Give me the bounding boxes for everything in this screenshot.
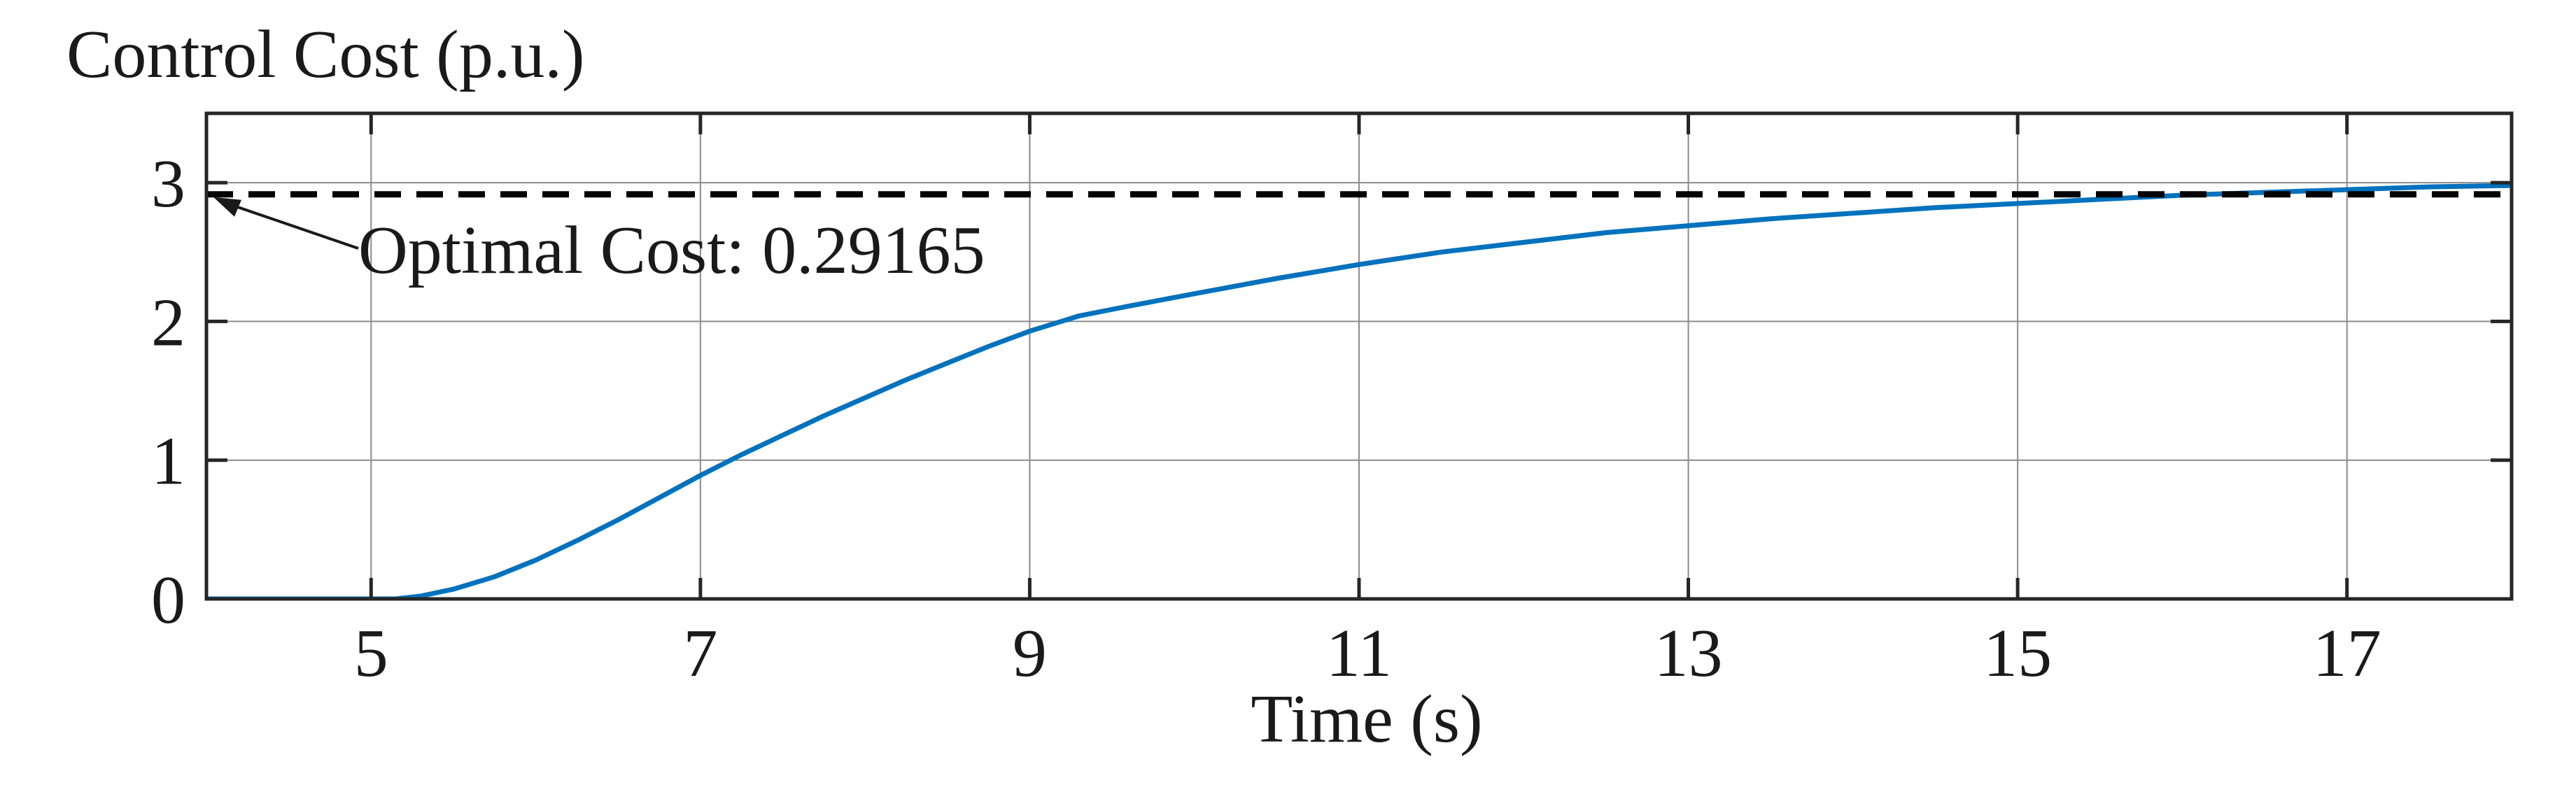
- y-axis-label: Control Cost (p.u.): [66, 17, 584, 92]
- x-tick-label: 7: [683, 616, 717, 691]
- axis-ticks: 5 7 9 11 13 15 17 0 1 2 3: [151, 113, 2512, 691]
- x-tick-label: 5: [354, 616, 388, 691]
- annotation-arrow-head: [213, 197, 241, 217]
- y-tick-label: 0: [151, 563, 185, 638]
- y-tick-label: 2: [151, 285, 185, 360]
- x-tick-label: 15: [1983, 616, 2052, 691]
- x-tick-label: 13: [1654, 616, 1723, 691]
- annotation-arrow-line: [232, 204, 359, 250]
- optimal-cost-annotation: Optimal Cost: 0.29165: [358, 213, 985, 288]
- x-tick-label: 17: [2313, 616, 2381, 691]
- x-tick-label: 11: [1326, 616, 1392, 691]
- series-layer: [206, 183, 2512, 599]
- x-tick-label: 9: [1013, 616, 1047, 691]
- annotation-layer: Optimal Cost: 0.29165: [213, 197, 985, 288]
- y-tick-label: 1: [151, 424, 185, 500]
- x-axis-label: Time (s): [1251, 681, 1482, 757]
- control-cost-line: [206, 183, 2512, 599]
- grid-lines: [206, 113, 2512, 600]
- y-tick-label: 3: [151, 146, 185, 222]
